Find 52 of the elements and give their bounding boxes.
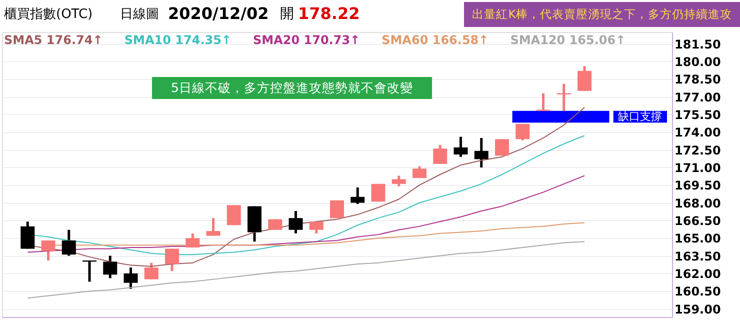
text: SMA10 174.35↑	[124, 33, 232, 47]
candlestick	[165, 247, 179, 272]
candlestick	[309, 220, 324, 235]
y-tick-label: 169.50	[674, 178, 721, 193]
y-tick-label: 166.50	[674, 214, 721, 228]
text: SMA60 166.58↑	[382, 33, 489, 47]
candlestick	[392, 174, 406, 188]
y-tick-label: 165.00	[674, 232, 721, 246]
candlestick	[556, 82, 571, 112]
text: SMA120 165.06↑	[510, 33, 626, 47]
y-tick-label: 162.00	[674, 266, 721, 281]
candlestick	[288, 210, 303, 235]
candlestick	[516, 122, 530, 142]
text: SMA5 176.74↑	[4, 33, 103, 47]
y-tick-label: 178.50	[674, 72, 721, 87]
text: 2020/12/02	[168, 4, 269, 23]
y-tick-label: 159.00	[674, 302, 721, 316]
candlestick	[474, 136, 488, 169]
candlestick	[578, 64, 592, 92]
y-tick-label: 171.00	[674, 160, 721, 175]
y-tick-label: 180.00	[674, 54, 721, 69]
candlestick	[226, 204, 241, 226]
candlestick	[536, 92, 550, 112]
y-tick-label: 168.00	[674, 196, 721, 210]
candlestick	[454, 136, 468, 158]
line-series	[27, 241, 585, 299]
candlestick	[186, 232, 200, 249]
text: 開	[280, 6, 294, 22]
y-tick-label: 174.00	[674, 126, 721, 140]
candlestick	[62, 228, 76, 258]
candlestick	[495, 138, 509, 157]
candlestick	[350, 186, 365, 206]
annotation: 5日線不破，多方控盤進攻態勢就不會改變	[171, 80, 413, 95]
y-tick-label: 160.50	[674, 284, 721, 299]
candlestick	[124, 266, 138, 290]
text: 櫃買指數(OTC)	[4, 7, 93, 22]
text: 出量紅K棒，代表賣壓湧現之下，多方仍持續進攻	[472, 7, 732, 21]
y-tick-label: 172.50	[674, 143, 721, 158]
candlestick	[144, 262, 158, 281]
candlestick	[433, 144, 448, 166]
candlestick	[103, 254, 118, 280]
y-tick-label: 175.50	[674, 108, 721, 122]
candlestick	[206, 216, 220, 237]
candlestick	[20, 220, 35, 250]
band-label: 缺口支撐	[618, 110, 662, 123]
y-tick-label: 181.50	[674, 37, 721, 52]
text: 日線圖	[120, 7, 159, 22]
y-tick-label: 163.50	[674, 249, 721, 264]
text: SMA20 170.73↑	[253, 33, 360, 47]
candlestick	[41, 239, 56, 262]
y-tick-label: 177.00	[674, 90, 721, 104]
text: 178.22	[298, 4, 360, 23]
